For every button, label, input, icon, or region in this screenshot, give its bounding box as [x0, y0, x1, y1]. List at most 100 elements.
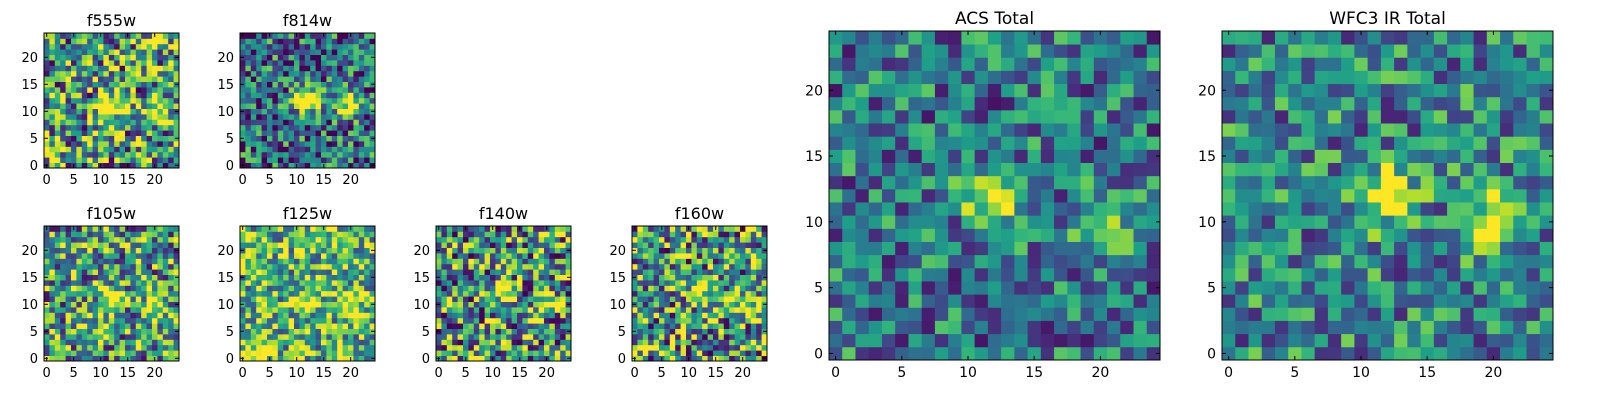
heatmap-cell	[868, 149, 883, 163]
heatmap-cell	[522, 236, 529, 243]
heatmap-cell	[1093, 307, 1108, 321]
heatmap-cell	[734, 269, 741, 275]
heatmap-cell	[1120, 333, 1134, 348]
heatmap-cell	[1327, 241, 1342, 256]
heatmap-cell	[1014, 307, 1028, 321]
heatmap-cell	[103, 49, 110, 55]
heatmap-cell	[76, 328, 83, 335]
heatmap-cell	[98, 323, 104, 329]
heatmap-cell	[157, 43, 164, 50]
heatmap-cell	[1040, 162, 1055, 177]
heatmap-cell	[565, 242, 572, 248]
heatmap-cell	[511, 236, 518, 243]
heatmap-cell	[310, 124, 316, 131]
heatmap-cell	[659, 317, 665, 324]
heatmap-cell	[87, 258, 93, 265]
heatmap-cell	[653, 274, 660, 281]
heatmap-cell	[342, 97, 349, 104]
heatmap-cell	[473, 301, 480, 308]
heatmap-cell	[987, 149, 1002, 163]
heatmap-cell	[76, 49, 83, 55]
heatmap-cell	[353, 76, 360, 82]
heatmap-cell	[294, 290, 300, 297]
heatmap-cell	[60, 103, 66, 109]
heatmap-cell	[119, 60, 126, 66]
heatmap-cell	[130, 226, 137, 232]
heatmap-cell	[250, 157, 257, 163]
heatmap-cell	[1433, 294, 1448, 308]
heatmap-cell	[326, 43, 333, 50]
y-tick-label: 5	[814, 281, 823, 297]
heatmap-cell	[1327, 228, 1342, 242]
heatmap-cell	[310, 226, 316, 232]
heatmap-cell	[1500, 281, 1514, 295]
heatmap-cell	[961, 254, 976, 269]
heatmap-cell	[479, 312, 485, 319]
heatmap-cell	[750, 280, 757, 286]
heatmap-cell	[707, 285, 714, 292]
heatmap-cell	[364, 285, 370, 292]
heatmap-cell	[135, 43, 142, 50]
heatmap-cell	[168, 162, 174, 169]
heatmap-cell	[1040, 294, 1055, 308]
heatmap-cell	[538, 355, 545, 362]
y-tick-label: 20	[21, 244, 38, 259]
heatmap-cell	[71, 350, 77, 356]
heatmap-cell	[135, 33, 142, 39]
heatmap-cell	[98, 317, 104, 324]
heatmap-cell	[245, 65, 252, 72]
heatmap-cell	[146, 135, 153, 142]
heatmap-cell	[60, 226, 66, 232]
heatmap-cell	[1093, 294, 1108, 308]
heatmap-cell	[527, 269, 534, 275]
x-tick-label: 5	[70, 173, 78, 188]
heatmap-cell	[713, 328, 719, 335]
heatmap-cell	[331, 76, 338, 82]
heatmap-cell	[130, 108, 137, 115]
heatmap-cell	[441, 258, 448, 265]
heatmap-cell	[65, 258, 72, 265]
heatmap-cell	[718, 339, 725, 346]
heatmap-cell	[1327, 202, 1342, 216]
heatmap-cell	[81, 49, 88, 55]
heatmap-cell	[549, 226, 556, 232]
heatmap-cell	[103, 54, 110, 61]
heatmap-cell	[49, 236, 56, 243]
heatmap-cell	[108, 296, 115, 302]
heatmap-cell	[125, 247, 131, 254]
heatmap-cell	[114, 236, 120, 243]
heatmap-cell	[948, 136, 962, 150]
heatmap-cell	[71, 263, 77, 270]
heatmap-cell	[60, 157, 66, 163]
heatmap-cell	[1500, 241, 1514, 256]
heatmap-cell	[272, 135, 279, 142]
heatmap-cell	[119, 81, 126, 88]
heatmap-cell	[331, 328, 338, 335]
heatmap-cell	[632, 350, 638, 356]
heatmap-cell	[337, 87, 343, 93]
heatmap-cell	[369, 38, 376, 45]
heatmap-cell	[277, 355, 284, 362]
heatmap-cell	[974, 31, 989, 45]
heatmap-cell	[310, 334, 316, 340]
heatmap-cell	[1107, 241, 1121, 256]
heatmap-cell	[272, 87, 279, 93]
heatmap-cell	[299, 307, 306, 313]
heatmap-cell	[250, 285, 257, 292]
heatmap-cell	[881, 294, 896, 308]
heatmap-cell	[1380, 175, 1395, 190]
heatmap-cell	[457, 274, 464, 281]
heatmap-cell	[342, 92, 349, 99]
heatmap-cell	[495, 231, 502, 238]
heatmap-cell	[745, 253, 752, 259]
heatmap-cell	[1027, 202, 1042, 216]
heatmap-cell	[1040, 320, 1055, 335]
heatmap-cell	[506, 307, 512, 313]
heatmap-cell	[135, 119, 142, 126]
heatmap-cell	[173, 236, 180, 243]
heatmap-cell	[272, 146, 279, 153]
heatmap-cell	[92, 60, 99, 66]
heatmap-cell	[895, 96, 909, 111]
heatmap-cell	[446, 301, 453, 308]
heatmap-cell	[256, 247, 262, 254]
